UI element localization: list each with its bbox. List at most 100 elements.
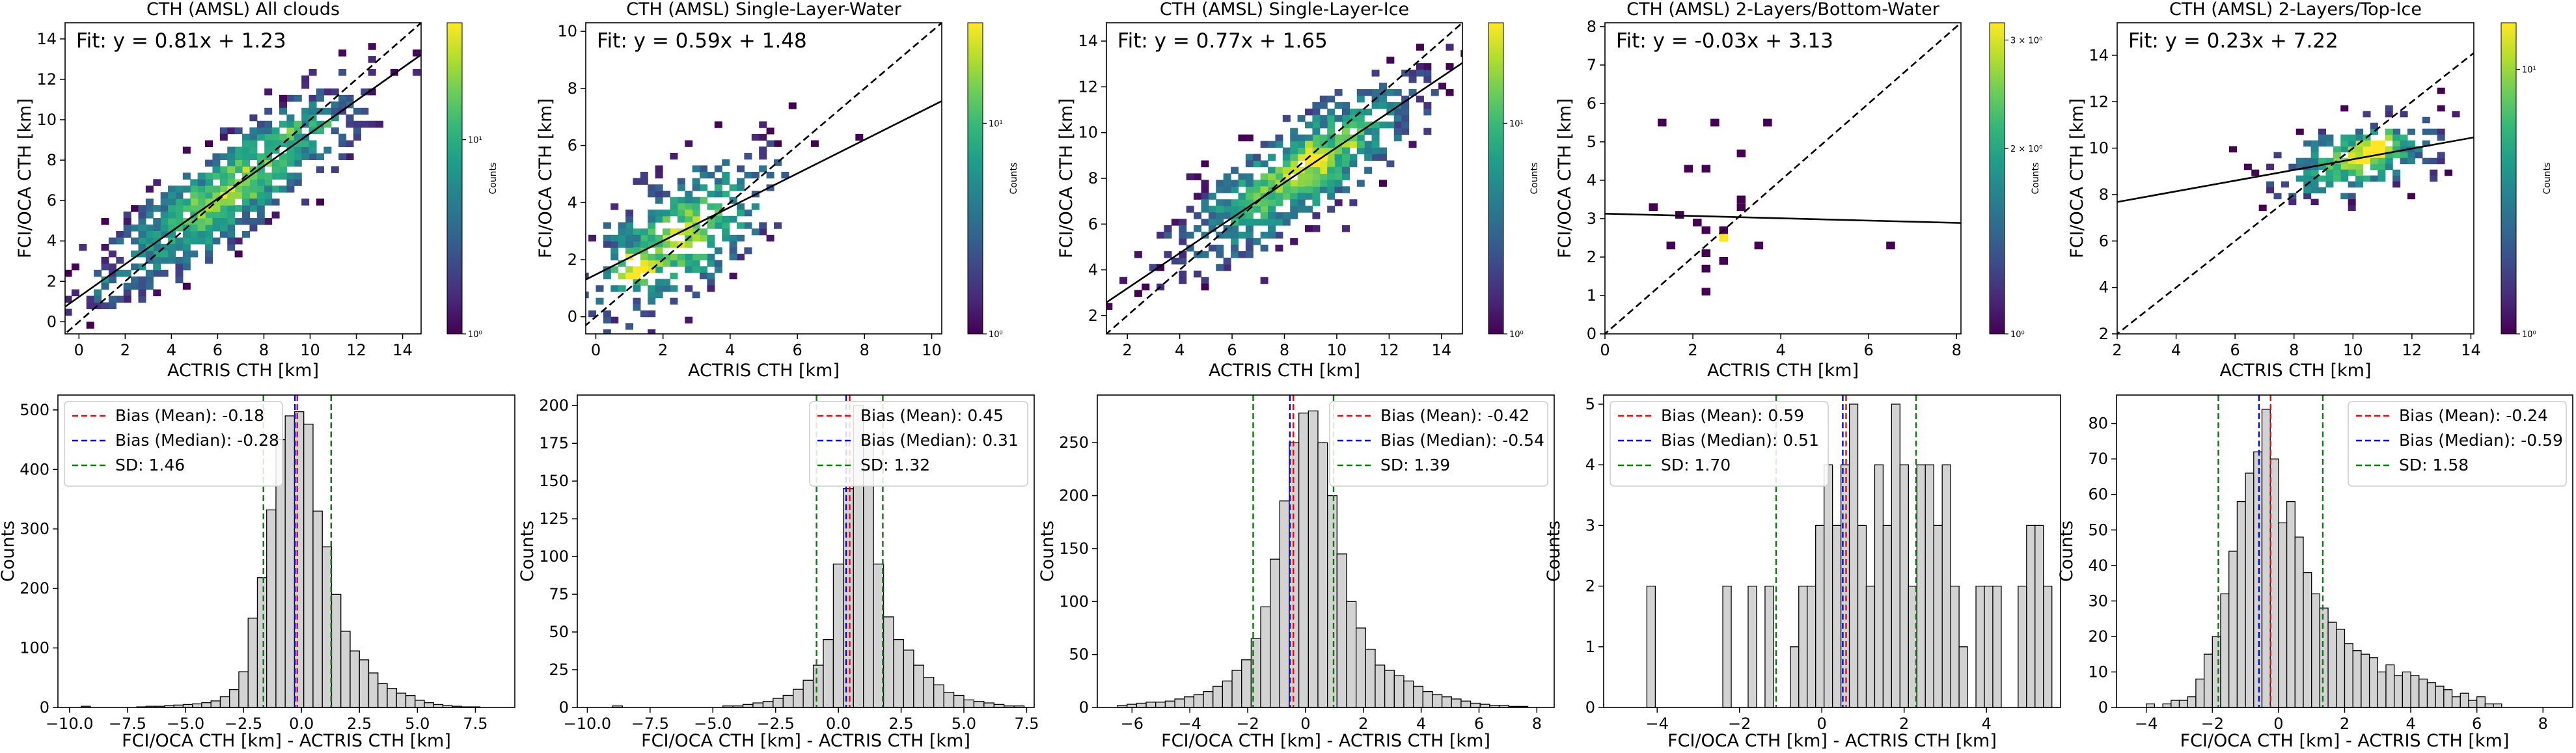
heatmap-cell [316,166,324,173]
heatmap-cell [633,272,641,280]
histogram-bar [1193,694,1204,708]
heatmap-cell [1658,118,1667,127]
heatmap-cell [692,253,700,261]
heatmap-cell [86,302,94,310]
heatmap-cell [640,228,648,236]
heatmap-cell [1312,134,1321,142]
heatmap-cell [2348,134,2356,141]
heatmap-cell [1312,199,1321,206]
heatmap-cell [108,276,116,284]
colorbar [446,22,463,335]
x-tick-label: −2.5 [757,715,795,733]
x-tick-label: 2 [1358,715,1368,733]
heatmap-cell [1216,244,1224,252]
heatmap-cell [2415,146,2423,153]
heatmap-cell [640,260,648,267]
heatmap-cell [2303,169,2312,176]
legend-bias-median: Bias (Median): -0.54 [1380,431,1544,450]
heatmap-cell [2355,128,2364,135]
heatmap-cell [655,191,663,198]
heatmap-cell [249,192,258,199]
heatmap-cell [175,276,184,284]
heatmap-cell [692,210,700,217]
x-tick-label: 8 [1532,715,1542,733]
heatmap-cell [175,263,184,271]
heatmap-cell [1260,206,1268,213]
heatmap-cell [1253,154,1261,161]
heatmap-cell [729,234,737,242]
histogram-bar [1764,585,1774,708]
heatmap-cell [212,159,221,167]
fit-equation: Fit: y = 0.23x + 7.22 [2128,29,2338,53]
heatmap-cell [294,140,302,148]
heatmap-cell [610,203,619,210]
heatmap-cell [1364,108,1373,116]
heatmap-cell [722,159,730,166]
heatmap-cell [2385,105,2393,112]
heatmap-cell [1341,128,1350,135]
heatmap-cell [308,153,317,161]
legend-sd: SD: 1.58 [2399,456,2469,474]
y-tick-label: 14 [36,30,57,48]
heatmap-cell [286,140,295,148]
histogram-bar [1145,702,1157,708]
heatmap-cell [1408,89,1417,96]
heatmap-cell [286,172,295,180]
heatmap-cell [234,192,243,199]
histogram-bar [2443,689,2453,708]
one-to-one-line [586,23,942,327]
heatmap-cell [1356,134,1365,142]
heatmap-cell [1423,76,1432,83]
histogram-bar [752,702,764,708]
heatmap-cell [692,197,700,204]
heatmap-cell [86,295,94,303]
heatmap-cell [692,260,700,267]
heatmap-cell [323,88,332,96]
chart-title: CTH (AMSL) Single-Layer-Water [626,0,901,20]
heatmap-cell [2392,175,2401,182]
histogram-bar [2336,629,2346,708]
y-tick-label: 150 [1059,540,1089,558]
heatmap-cell [249,146,258,154]
heatmap-cell [1194,225,1202,232]
heatmap-cell [294,146,302,154]
heatmap-cell [2422,157,2430,165]
chart-title: CTH (AMSL) Single-Layer-Ice [1160,0,1409,20]
heatmap-cell [1275,244,1283,252]
x-tick-label: 6 [792,341,802,359]
y-tick-label: 1 [1585,638,1595,656]
heatmap-cell [700,253,708,261]
heatmap-cell [663,285,671,292]
heatmap-cell [1305,180,1313,187]
x-tick-label: 2 [120,341,130,359]
histogram-bar [2435,685,2445,708]
heatmap-cell [1297,193,1306,200]
histogram-bar [1184,696,1195,708]
histogram-bar [201,702,212,708]
heatmap-cell [1179,238,1187,245]
heatmap-cell [677,253,685,261]
legend-bias-median: Bias (Median): -0.28 [115,431,279,450]
heatmap-cell [175,269,184,277]
histogram-bar [1941,464,1951,708]
heatmap-cell [338,133,347,141]
heatmap-cell [219,172,228,180]
histogram-bar [368,672,379,708]
plot-frame [1603,394,2061,708]
heatmap-cell [101,218,109,225]
heatmap-cell [323,146,332,154]
heatmap-cell [256,127,265,135]
heatmap-cell [316,153,324,161]
histogram-bar [1260,606,1271,708]
y-tick-label: 2 [2099,325,2109,343]
heatmap-cell [1319,134,1328,142]
heatmap-cell [2318,163,2327,171]
heatmap-cell [1216,186,1224,193]
histogram-bar [387,688,397,708]
heatmap-cell [331,166,339,173]
heatmap-cell [212,225,221,232]
heatmap-cell [648,260,656,267]
heatmap-cell [1312,121,1321,129]
